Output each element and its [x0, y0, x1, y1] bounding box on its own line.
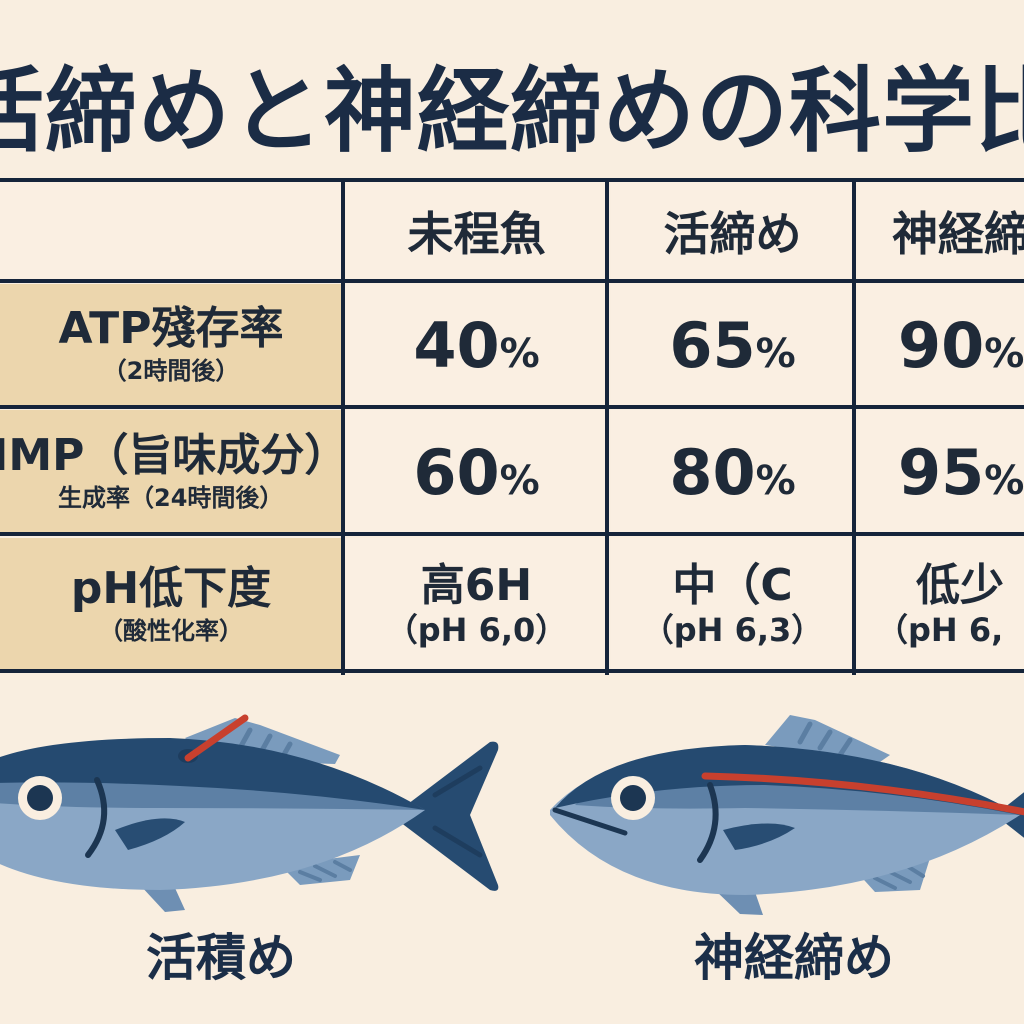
value-cell: 65% [611, 284, 854, 406]
value-sub: （pH 6,3） [641, 610, 824, 649]
page-title: 活締めと神経締めの科学比較 [0, 58, 1024, 165]
value-sub: （pH 6,0） [385, 610, 568, 649]
value-unit: % [984, 330, 1024, 377]
value-unit: % [499, 457, 540, 504]
row-label-atp: ATP殘存率 （2時間後） [0, 284, 342, 406]
value-unit: % [755, 457, 796, 504]
header-empty-cell [0, 182, 342, 280]
value-sub: （pH 6, [876, 610, 1004, 649]
value-main: 低少 [916, 559, 1004, 611]
grid-line [0, 405, 1024, 409]
value-cell: 高6H （pH 6,0） [346, 538, 607, 671]
grid-line [852, 178, 856, 675]
value-main: 高6H [420, 559, 533, 611]
fish-icon [550, 715, 1024, 915]
row-label: pH低下度 [70, 562, 272, 614]
value-cell: 95% [858, 410, 1024, 534]
value-number: 80 [669, 435, 756, 509]
column-header: 神経締め [892, 207, 1024, 261]
fish-label-shinkeijime: 神経締め [694, 929, 894, 987]
grid-line [0, 279, 1024, 283]
value-unit: % [984, 457, 1024, 504]
grid-line [605, 178, 609, 675]
value-cell: 60% [346, 410, 607, 534]
header-cell-ikejime: 活締め [611, 182, 854, 280]
value-main: 中（C [672, 559, 793, 611]
value-number: 95 [898, 435, 985, 509]
grid-line [0, 178, 1024, 182]
row-sublabel: （酸性化率） [99, 616, 243, 645]
row-sublabel: 生成率（24時間後） [58, 484, 284, 512]
column-header: 未程魚 [407, 207, 546, 261]
grid-line [341, 178, 345, 675]
row-label-ph: pH低下度 （酸性化率） [0, 538, 342, 671]
value-unit: % [755, 330, 796, 377]
grid-line [0, 669, 1024, 673]
fish-icon [0, 714, 499, 912]
row-sublabel: （2時間後） [102, 357, 240, 385]
row-label: ATP殘存率 [58, 303, 284, 354]
value-unit: % [499, 330, 540, 377]
grid-line [0, 532, 1024, 536]
row-label-imp: IMP（旨味成分） 生成率（24時間後） [0, 410, 348, 534]
value-number: 90 [898, 308, 985, 382]
value-cell: 中（C （pH 6,3） [611, 538, 854, 671]
row-label: IMP（旨味成分） [0, 430, 349, 481]
value-cell: 低少 （pH 6, [858, 538, 1024, 671]
value-number: 40 [413, 308, 500, 382]
column-header: 活締め [663, 207, 802, 261]
fish-label-ikejime: 活積め [146, 929, 296, 987]
value-cell: 40% [346, 284, 607, 406]
header-cell-shinkeijime: 神経締め [858, 182, 1024, 280]
value-number: 60 [413, 435, 500, 509]
value-number: 65 [669, 308, 756, 382]
value-cell: 90% [858, 284, 1024, 406]
header-cell-untreated: 未程魚 [346, 182, 607, 280]
value-cell: 80% [611, 410, 854, 534]
